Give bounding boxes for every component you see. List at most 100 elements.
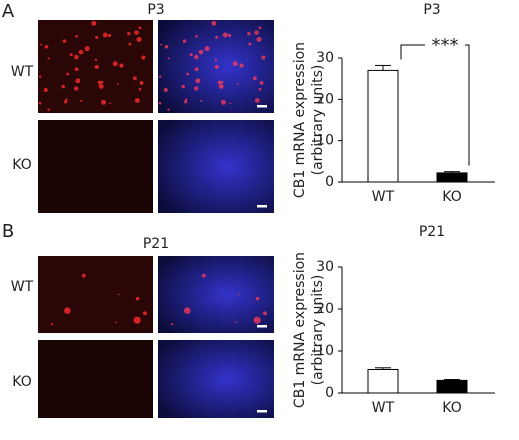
cell bbox=[142, 311, 147, 316]
cell bbox=[100, 80, 104, 84]
scale-bar bbox=[257, 410, 267, 413]
cell bbox=[141, 55, 146, 60]
cell bbox=[247, 31, 251, 36]
cell bbox=[248, 42, 252, 46]
y-tick-label: 30 bbox=[316, 50, 334, 66]
cell bbox=[69, 53, 73, 57]
cell bbox=[136, 36, 142, 42]
cell bbox=[198, 49, 204, 55]
y-tick-label: 0 bbox=[325, 174, 334, 190]
cell bbox=[254, 98, 260, 103]
cell bbox=[164, 44, 169, 49]
cell bbox=[112, 61, 118, 67]
cell bbox=[38, 75, 42, 78]
cell bbox=[195, 34, 198, 38]
cell bbox=[227, 33, 232, 38]
cell bbox=[117, 293, 120, 296]
cell bbox=[64, 307, 71, 314]
cell bbox=[50, 323, 54, 326]
cell bbox=[44, 44, 49, 49]
cell bbox=[74, 54, 79, 60]
cell bbox=[186, 72, 190, 76]
cell bbox=[222, 32, 228, 38]
cell bbox=[204, 46, 210, 52]
y-tick-label: 20 bbox=[316, 91, 334, 107]
cell bbox=[74, 86, 79, 91]
x-tick-label: KO bbox=[442, 189, 461, 205]
chart-title: P3 bbox=[423, 2, 440, 18]
x-tick-label: WT bbox=[372, 400, 395, 416]
panel-title: P3 bbox=[147, 2, 164, 18]
cell bbox=[214, 58, 218, 61]
cell bbox=[74, 67, 79, 72]
cell bbox=[102, 32, 108, 38]
cell bbox=[138, 87, 142, 91]
cell bbox=[84, 46, 90, 52]
cell bbox=[64, 98, 68, 101]
cell bbox=[252, 76, 257, 81]
cell bbox=[75, 34, 78, 38]
cell bbox=[114, 321, 117, 324]
blue-image bbox=[158, 120, 274, 213]
cell bbox=[236, 82, 239, 85]
cell bbox=[160, 43, 163, 46]
cell bbox=[256, 36, 262, 42]
annotation-bg bbox=[425, 37, 465, 51]
y-tick-label: 0 bbox=[325, 385, 334, 401]
cell bbox=[182, 39, 187, 43]
cell bbox=[47, 108, 50, 111]
cell bbox=[38, 101, 42, 105]
cell bbox=[232, 61, 238, 67]
cell bbox=[239, 63, 244, 68]
cell bbox=[217, 80, 222, 85]
cell bbox=[221, 99, 226, 105]
x-tick-label: KO bbox=[442, 400, 461, 416]
cell bbox=[189, 53, 193, 57]
panel-title: P21 bbox=[143, 236, 169, 252]
cell bbox=[95, 35, 99, 39]
significance-bracket bbox=[400, 44, 470, 166]
significance-label: *** bbox=[432, 35, 459, 56]
cell bbox=[135, 296, 140, 301]
cell bbox=[107, 33, 112, 38]
cell bbox=[215, 35, 219, 39]
cell bbox=[40, 43, 43, 46]
cell bbox=[167, 108, 170, 111]
cell bbox=[119, 63, 124, 68]
bar bbox=[436, 379, 468, 394]
x-tick-label: WT bbox=[372, 189, 395, 205]
cell bbox=[259, 80, 264, 85]
cell bbox=[134, 30, 139, 35]
cell bbox=[194, 54, 199, 60]
cell bbox=[116, 82, 119, 85]
bar bbox=[367, 368, 399, 394]
cell bbox=[195, 78, 201, 84]
cell bbox=[184, 100, 188, 104]
red-image bbox=[38, 340, 153, 418]
row-label: WT bbox=[11, 64, 34, 80]
scale-bar bbox=[257, 105, 267, 108]
y-tick-label: 10 bbox=[316, 133, 334, 149]
cell bbox=[184, 98, 188, 101]
row-label: WT bbox=[11, 279, 34, 295]
cell bbox=[109, 102, 111, 105]
row-label: KO bbox=[12, 374, 31, 390]
cell bbox=[229, 102, 231, 105]
cell bbox=[163, 87, 168, 93]
cell bbox=[94, 58, 98, 61]
cell bbox=[101, 99, 106, 105]
cell bbox=[158, 75, 162, 78]
cell bbox=[78, 49, 84, 55]
y-axis-label: (arbitrary units) bbox=[310, 65, 326, 176]
cell bbox=[214, 64, 219, 69]
cell bbox=[237, 293, 240, 296]
cell bbox=[43, 87, 48, 93]
y-axis-label: (arbitrary units) bbox=[310, 275, 326, 386]
red-image bbox=[38, 120, 153, 213]
panel-label: A bbox=[2, 1, 15, 22]
cell bbox=[194, 67, 199, 72]
y-tick-label: 10 bbox=[316, 343, 334, 359]
cell bbox=[94, 64, 99, 69]
cell bbox=[62, 39, 67, 43]
row-label: KO bbox=[12, 157, 31, 173]
